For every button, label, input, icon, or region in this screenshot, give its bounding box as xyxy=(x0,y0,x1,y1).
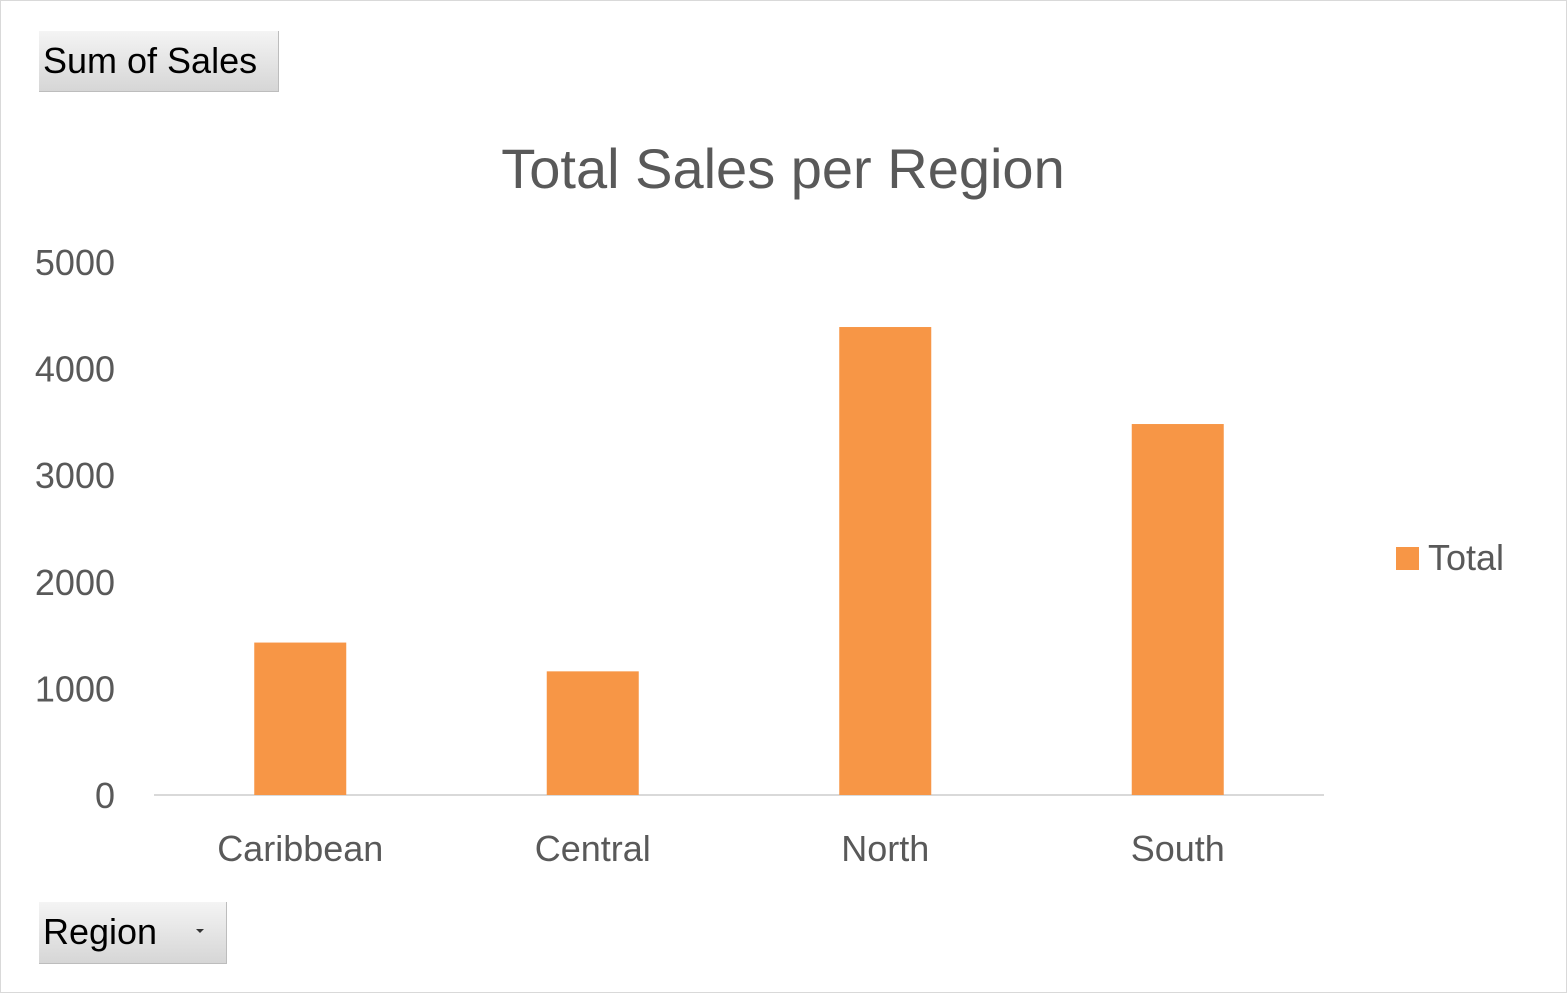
y-tick-label: 0 xyxy=(95,775,115,816)
x-axis-labels: Caribbean Central North South xyxy=(217,828,1225,869)
bar-north[interactable] xyxy=(839,327,932,795)
legend-label-total: Total xyxy=(1428,537,1504,578)
region-field-label: Region xyxy=(43,911,158,952)
y-tick-label: 5000 xyxy=(35,242,115,283)
chevron-down-icon[interactable] xyxy=(196,929,204,933)
values-field-button[interactable]: Sum of Sales xyxy=(39,31,279,92)
y-tick-label: 4000 xyxy=(35,349,115,390)
chart-title: Total Sales per Region xyxy=(501,137,1064,200)
y-tick-label: 1000 xyxy=(35,668,115,709)
legend-swatch xyxy=(1396,547,1419,570)
y-tick-label: 2000 xyxy=(35,562,115,603)
region-field-button[interactable]: Region xyxy=(39,902,227,964)
x-tick-label-central: Central xyxy=(535,828,651,869)
legend[interactable]: Total xyxy=(1396,537,1504,578)
bars xyxy=(254,327,1224,795)
bar-caribbean[interactable] xyxy=(254,642,347,795)
y-axis-ticks: 0 1000 2000 3000 4000 5000 xyxy=(35,242,115,816)
x-tick-label-south: South xyxy=(1131,828,1225,869)
bar-south[interactable] xyxy=(1131,424,1224,795)
x-tick-label-caribbean: Caribbean xyxy=(217,828,383,869)
x-tick-label-north: North xyxy=(841,828,929,869)
bar-central[interactable] xyxy=(546,671,639,795)
y-tick-label: 3000 xyxy=(35,455,115,496)
